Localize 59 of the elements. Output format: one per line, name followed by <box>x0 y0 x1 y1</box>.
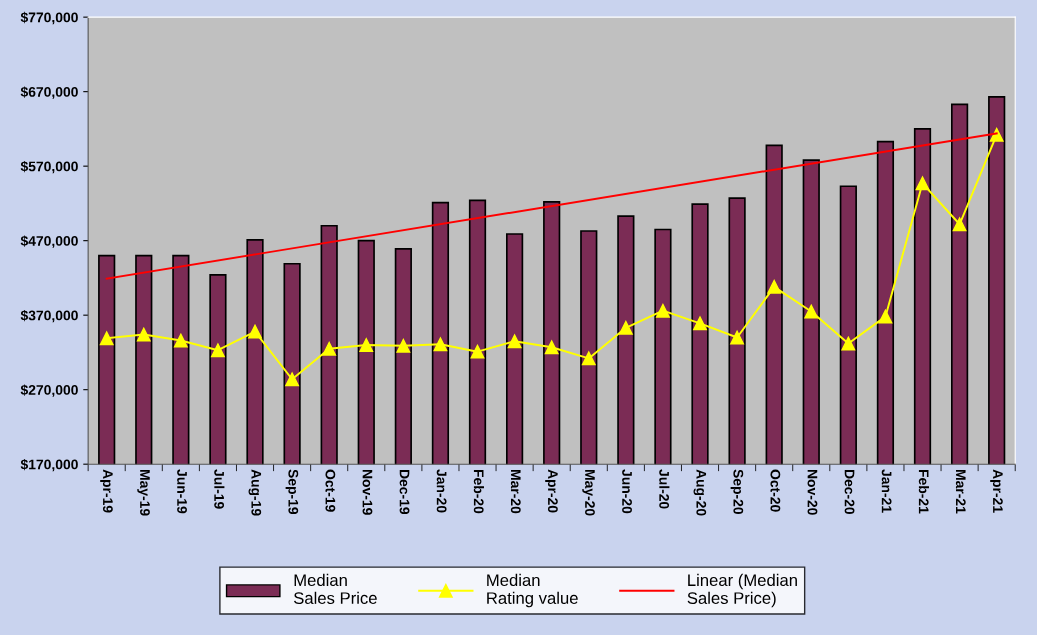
point <box>878 309 893 324</box>
x-tick-label: Aug-19 <box>248 469 262 516</box>
x-tick-label: Jan-20 <box>436 469 447 513</box>
x-tick-label: Dec-19 <box>399 469 410 515</box>
point <box>693 316 707 331</box>
x-tick-label: Jul-20 <box>659 469 670 509</box>
point <box>655 303 670 318</box>
x-tick-label: Mar-20 <box>510 469 521 514</box>
point <box>248 324 262 339</box>
x-tick-label: Mar-21 <box>955 469 966 514</box>
point <box>359 338 374 352</box>
point <box>136 327 151 342</box>
x-tick-label: Sep-20 <box>730 469 744 515</box>
point <box>433 337 448 352</box>
legend-label: Median Sales Price <box>293 573 377 605</box>
x-tick-label: Feb-20 <box>473 469 484 514</box>
x-tick-label: Jun-20 <box>622 469 632 514</box>
x-tick-label: May-20 <box>582 469 595 516</box>
legend-label: Median Rating value <box>487 573 578 608</box>
point <box>915 176 930 191</box>
point <box>470 344 485 359</box>
point <box>285 372 300 387</box>
x-tick-label: Oct-19 <box>325 469 336 512</box>
point <box>804 304 819 319</box>
point <box>952 217 967 232</box>
x-tick-label: Jul-19 <box>214 469 225 509</box>
y-tick-label: $170,000 <box>20 458 78 472</box>
x-tick-label: Nov-20 <box>807 469 818 515</box>
point <box>507 334 522 349</box>
point <box>173 333 188 348</box>
x-tick-label: Apr-20 <box>545 469 558 513</box>
point <box>841 336 856 351</box>
x-tick-label: May-19 <box>137 469 150 516</box>
point <box>396 338 411 353</box>
x-tick-label: Apr-21 <box>990 469 1003 513</box>
x-tick-label: Oct-20 <box>770 469 781 512</box>
legend-label: Linear (Median Sales Price) <box>687 573 797 608</box>
point <box>210 343 225 358</box>
x-tick-label: Feb-21 <box>918 469 929 514</box>
x-tick-label: Jan-21 <box>881 469 892 513</box>
y-tick-label: $370,000 <box>20 309 78 323</box>
y-tick-label: $570,000 <box>20 160 78 174</box>
point <box>581 351 596 366</box>
x-tick-label: Sep-19 <box>285 469 299 515</box>
point <box>99 331 114 346</box>
x-tick-label: Jun-19 <box>177 469 187 514</box>
y-tick-label: $770,000 <box>20 11 78 25</box>
point <box>544 340 559 355</box>
point <box>730 330 745 345</box>
x-tick-label: Dec-20 <box>844 469 855 515</box>
x-tick-label: Nov-19 <box>362 469 373 515</box>
x-tick-label: Aug-20 <box>693 469 707 516</box>
point <box>767 279 782 294</box>
y-tick-label: $270,000 <box>20 384 78 397</box>
point <box>322 341 337 356</box>
y-tick-label: $470,000 <box>20 235 78 248</box>
point <box>618 320 633 335</box>
x-tick-label: Apr-19 <box>100 469 113 513</box>
y-tick-label: $670,000 <box>20 86 78 99</box>
